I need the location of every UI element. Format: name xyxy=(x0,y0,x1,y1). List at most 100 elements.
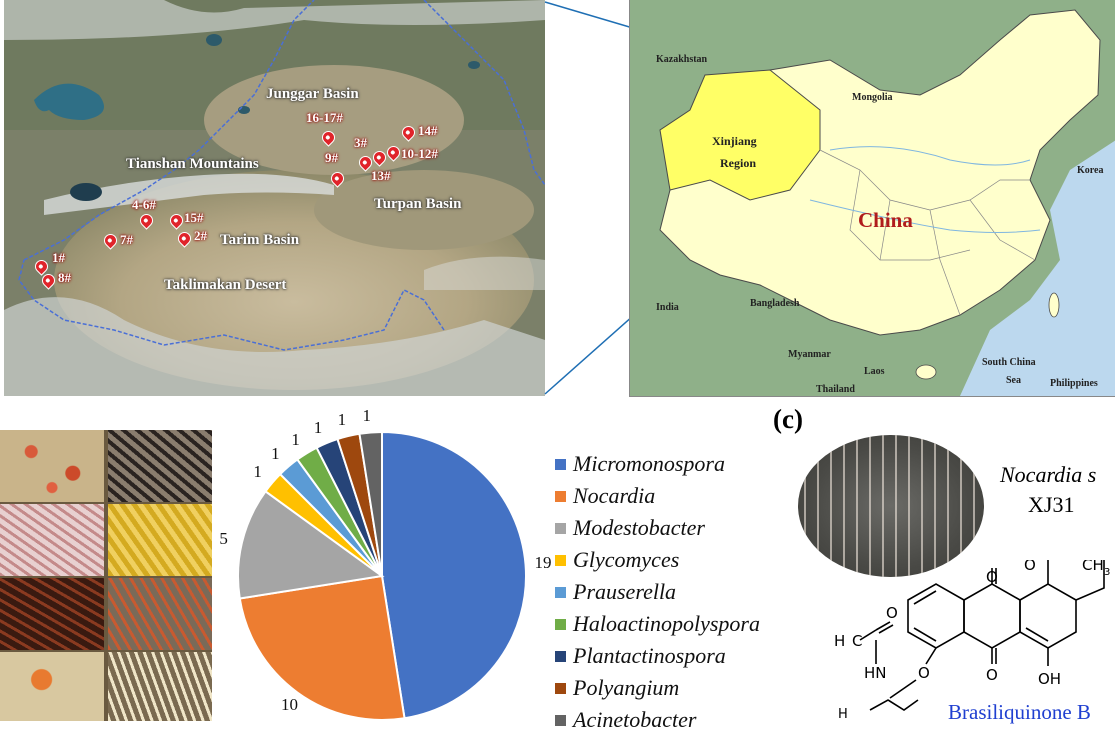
legend-item: Polyangium xyxy=(555,672,679,704)
label-sea: Sea xyxy=(1006,375,1021,386)
atom-ch3: CH xyxy=(1082,560,1104,574)
legend-label: Micromonospora xyxy=(573,451,725,476)
legend-item: Plantactinospora xyxy=(555,640,726,672)
culture-photo xyxy=(108,578,212,650)
label-thailand: Thailand xyxy=(816,384,855,395)
culture-photo xyxy=(108,430,212,502)
organism-name: Nocardia s xyxy=(1000,462,1097,487)
legend-swatch xyxy=(555,586,566,598)
china-map-image xyxy=(630,0,1115,396)
culture-plate-photo xyxy=(798,435,984,577)
label-region: Region xyxy=(720,156,756,170)
pie-data-label: 19 xyxy=(534,553,552,573)
site-label-16-17: 16-17# xyxy=(306,110,343,125)
pie-data-label: 1 xyxy=(313,418,323,438)
pie-data-label: 1 xyxy=(337,410,347,430)
culture-photo xyxy=(0,652,104,721)
legend-swatch xyxy=(555,458,566,470)
label-kazakhstan: Kazakhstan xyxy=(656,54,708,65)
legend-label: Prauserella xyxy=(573,579,677,604)
label-turpan-basin: Turpan Basin xyxy=(374,196,462,212)
pie-slice-modestobacter xyxy=(237,489,385,600)
site-label-10-12: 10-12# xyxy=(401,146,438,161)
brasiliquinone-structure: O O O O O CH 3 OH H C HN H xyxy=(834,560,1110,721)
legend-label: Modestobacter xyxy=(573,515,705,540)
pie-slice-nocardia xyxy=(238,574,406,721)
site-label-8: 8# xyxy=(58,270,71,285)
label-china: China xyxy=(858,208,913,232)
legend-item: Prauserella xyxy=(555,576,676,608)
pie-slice-acinetobacter xyxy=(358,430,383,577)
atom-o-4: O xyxy=(918,664,930,682)
legend-swatch xyxy=(555,650,566,662)
pie-data-label: 10 xyxy=(280,695,298,715)
site-label-9: 9# xyxy=(325,150,338,165)
culture-photo xyxy=(108,504,212,576)
atom-o-3: O xyxy=(1024,560,1036,574)
label-laos: Laos xyxy=(864,366,885,377)
legend-item: Micromonospora xyxy=(555,448,725,480)
legend-item: Modestobacter xyxy=(555,512,705,544)
atom-o-5: O xyxy=(886,604,898,622)
atom-h3c-2: H xyxy=(838,707,848,721)
label-junggar-basin: Junggar Basin xyxy=(266,86,359,102)
site-label-3: 3# xyxy=(354,135,367,150)
culture-photo xyxy=(108,652,212,721)
legend-label: Nocardia xyxy=(573,483,656,508)
legend-swatch xyxy=(555,714,566,726)
legend-swatch xyxy=(555,490,566,502)
legend-swatch xyxy=(555,522,566,534)
satellite-map-panel: Junggar Basin Tianshan Mountains Turpan … xyxy=(4,0,545,396)
atom-hn: HN xyxy=(864,664,887,682)
atom-h3c-c: C xyxy=(852,632,862,650)
compound-name: Brasiliquinone B xyxy=(948,700,1091,724)
legend-item: Glycomyces xyxy=(555,544,679,576)
satellite-map-image xyxy=(4,0,545,396)
site-label-15: 15# xyxy=(184,210,204,225)
label-xinjiang: Xinjiang xyxy=(712,134,757,148)
atom-h3c: H xyxy=(834,632,845,650)
legend-label: Plantactinospora xyxy=(573,643,726,668)
label-bangladesh: Bangladesh xyxy=(750,298,800,309)
site-label-4-6: 4-6# xyxy=(132,197,156,212)
pie-data-label: 1 xyxy=(253,462,262,482)
label-myanmar: Myanmar xyxy=(788,349,831,360)
pie-data-label: 1 xyxy=(362,406,371,426)
legend-label: Acinetobacter xyxy=(573,707,697,732)
atom-o-2: O xyxy=(986,666,998,684)
label-tarim-basin: Tarim Basin xyxy=(220,232,300,248)
pie-slice-micromonospora xyxy=(381,430,527,720)
culture-photo xyxy=(0,578,104,650)
label-taklimakan-desert: Taklimakan Desert xyxy=(164,277,287,293)
label-philippines: Philippines xyxy=(1050,378,1098,389)
legend-label: Polyangium xyxy=(573,675,680,700)
legend-item: Acinetobacter xyxy=(555,704,696,736)
atom-o-1: O xyxy=(986,568,998,586)
label-india: India xyxy=(656,302,679,313)
legend-swatch xyxy=(555,554,566,566)
legend-item: Nocardia xyxy=(555,480,655,512)
legend-swatch xyxy=(555,618,566,630)
culture-photo-grid xyxy=(0,430,212,721)
culture-photo xyxy=(0,504,104,576)
label-korea: Korea xyxy=(1077,165,1104,176)
culture-photo xyxy=(0,430,104,502)
pie-data-label: 1 xyxy=(271,444,280,464)
legend-swatch xyxy=(555,682,566,694)
label-mongolia: Mongolia xyxy=(852,92,893,103)
site-label-13: 13# xyxy=(371,168,391,183)
pie-data-label: 5 xyxy=(219,528,228,548)
site-label-7: 7# xyxy=(120,232,133,247)
site-label-2: 2# xyxy=(194,228,207,243)
label-south-china: South China xyxy=(982,357,1036,368)
china-map-panel: Kazakhstan Mongolia Xinjiang Region Chin… xyxy=(629,0,1115,397)
label-tianshan-mountains: Tianshan Mountains xyxy=(126,156,259,172)
legend-item: Haloactinopolyspora xyxy=(555,608,760,640)
pie-data-label: 1 xyxy=(291,429,300,449)
strain-id-text: XJ31 xyxy=(1028,492,1075,517)
legend-label: Haloactinopolyspora xyxy=(573,611,760,636)
legend-label: Glycomyces xyxy=(573,547,680,572)
site-label-14: 14# xyxy=(418,123,438,138)
site-label-1: 1# xyxy=(52,250,65,265)
atom-ch3-subscript: 3 xyxy=(1104,567,1110,578)
